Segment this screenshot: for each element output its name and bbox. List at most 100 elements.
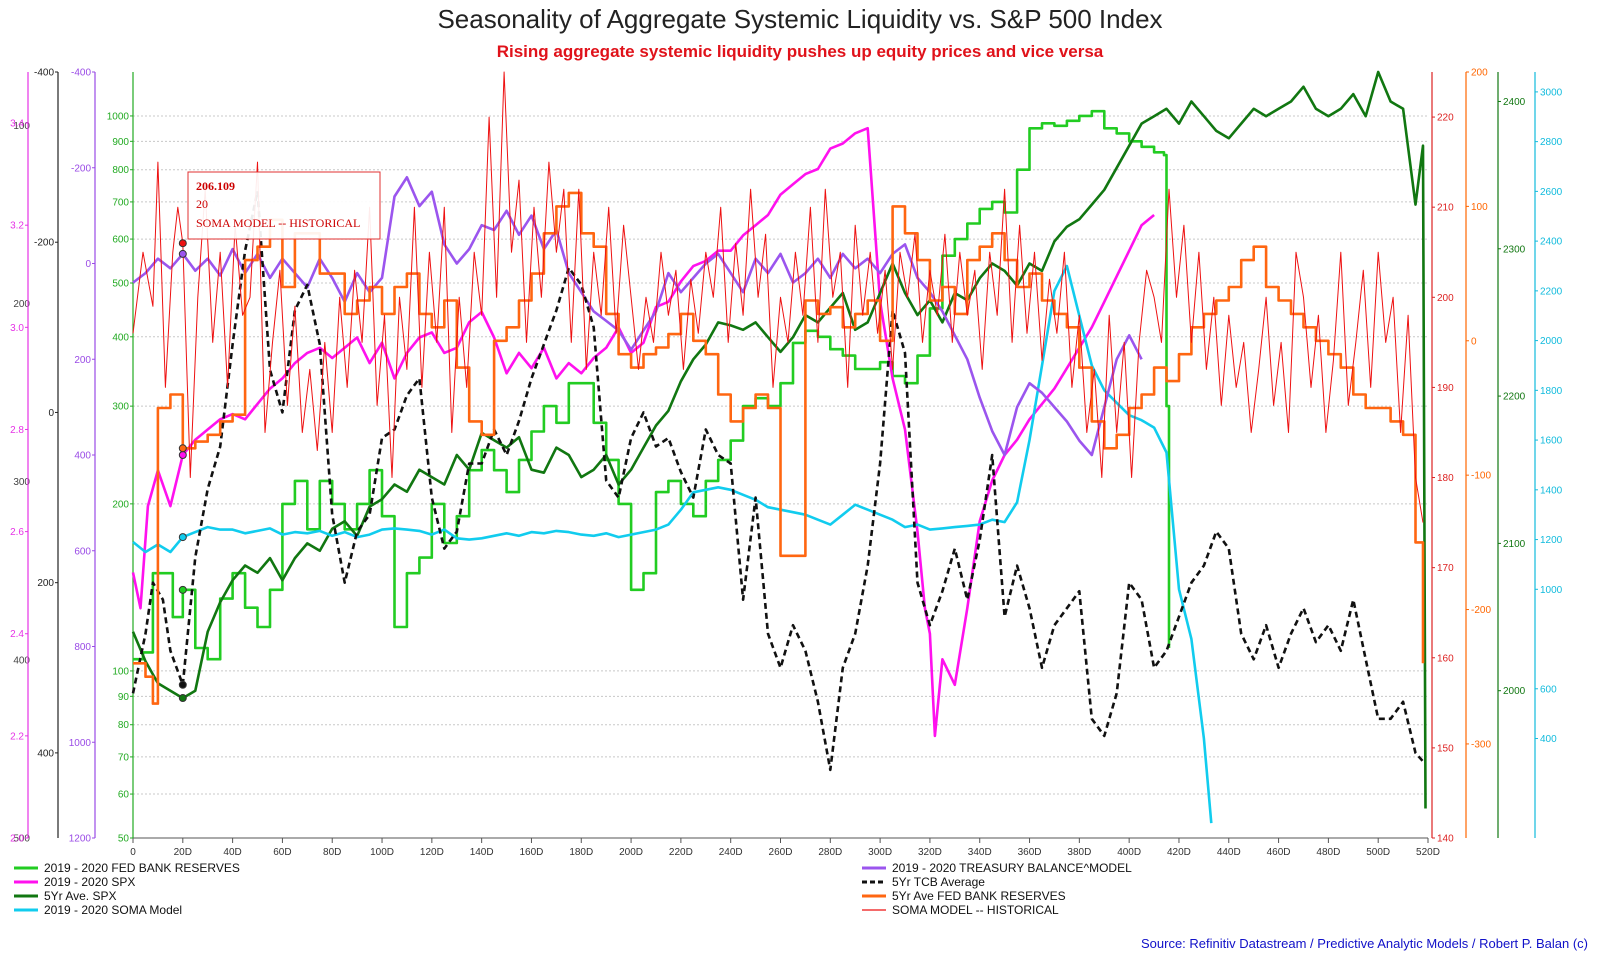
y-tick-label: 170 xyxy=(1437,563,1454,574)
y-tick-label: 140 xyxy=(1437,834,1454,845)
y-tick-label: 150 xyxy=(1437,743,1454,754)
x-tick-label: 20D xyxy=(174,847,192,858)
y-tick-label: 2300 xyxy=(1503,244,1526,255)
x-tick-label: 160D xyxy=(520,847,544,858)
x-tick-label: 240D xyxy=(719,847,743,858)
y-tick-label: 2.8 xyxy=(10,425,24,436)
y-tick-label: 500 xyxy=(112,279,129,290)
chart-subtitle: Rising aggregate systemic liquidity push… xyxy=(496,42,1104,61)
y-tick-label: 2200 xyxy=(1503,392,1526,403)
y-tick-label: 800 xyxy=(112,165,129,176)
legend-label-6: 5Yr Ave FED BANK RESERVES xyxy=(892,889,1066,903)
y-tick-label: 2100 xyxy=(1503,539,1526,550)
y-tick-label: 90 xyxy=(118,692,130,703)
y-tick-label: 220 xyxy=(1437,113,1454,124)
y-tick-label: 0 xyxy=(1471,336,1477,347)
x-tick-label: 340D xyxy=(968,847,992,858)
y-tick-label: 700 xyxy=(112,197,129,208)
series-line-4 xyxy=(132,176,1143,457)
y-tick-label: 2.2 xyxy=(10,731,24,742)
x-tick-label: 0 xyxy=(130,847,136,858)
y-tick-label: 200 xyxy=(1471,68,1488,79)
axes: 0 20D 40D 60D 80D 100D 120D 140D 160D 180D 200D 220… xyxy=(10,68,1563,859)
series-line-2 xyxy=(131,70,1427,809)
y-tick-label: 0 xyxy=(85,259,91,270)
y-tick-label: 80 xyxy=(118,720,130,731)
y-tick-label: -200 xyxy=(71,163,91,174)
y-tick-label: 600 xyxy=(112,235,129,246)
y-tick-label: 100 xyxy=(13,121,30,132)
hover-marker-3 xyxy=(178,533,187,542)
x-tick-label: 200D xyxy=(619,847,643,858)
x-tick-label: 40D xyxy=(223,847,241,858)
y-tick-label: 1200 xyxy=(1540,535,1563,546)
legend-label-7: SOMA MODEL -- HISTORICAL xyxy=(892,903,1059,917)
y-tick-label: -300 xyxy=(1471,739,1491,750)
hover-marker-2 xyxy=(178,694,187,703)
y-tick-label: -100 xyxy=(1471,471,1491,482)
y-tick-label: 100 xyxy=(1471,202,1488,213)
x-tick-label: 180D xyxy=(569,847,593,858)
y-tick-label: 60 xyxy=(118,790,130,801)
legend-label-1: 2019 - 2020 SPX xyxy=(44,875,135,889)
y-tick-label: 2400 xyxy=(1540,237,1563,248)
hover-markers xyxy=(178,239,187,703)
y-tick-label: 2.4 xyxy=(10,629,24,640)
y-tick-label: 2800 xyxy=(1540,137,1563,148)
y-tick-label: 400 xyxy=(37,748,54,759)
x-tick-label: 500D xyxy=(1366,847,1390,858)
x-tick-label: 260D xyxy=(769,847,793,858)
legend-label-3: 2019 - 2020 SOMA Model xyxy=(44,903,182,917)
x-tick-label: 460D xyxy=(1267,847,1291,858)
x-tick-label: 420D xyxy=(1167,847,1191,858)
y-tick-label: 200 xyxy=(112,499,129,510)
y-tick-label: 1200 xyxy=(69,834,92,845)
y-tick-label: 400 xyxy=(74,451,91,462)
tooltip: 206.109 20 SOMA MODEL -- HISTORICAL xyxy=(187,171,381,240)
y-tick-label: 1600 xyxy=(1540,436,1563,447)
tooltip-series: SOMA MODEL -- HISTORICAL xyxy=(196,216,360,230)
x-tick-label: 120D xyxy=(420,847,444,858)
y-tick-label: 600 xyxy=(74,546,91,557)
series-line-3 xyxy=(132,264,1213,824)
legend-label-5: 5Yr TCB Average xyxy=(892,875,985,889)
y-tick-label: 2.0 xyxy=(10,834,24,845)
series-line-0 xyxy=(133,109,1171,661)
x-tick-label: 300D xyxy=(868,847,892,858)
y-tick-label: 300 xyxy=(112,402,129,413)
y-tick-label: 400 xyxy=(1540,734,1557,745)
x-tick-label: 140D xyxy=(470,847,494,858)
y-tick-label: 3.4 xyxy=(10,119,24,130)
y-tick-label: 1000 xyxy=(69,738,92,749)
series-line-7 xyxy=(132,71,1424,523)
source-credit: Source: Refinitiv Datastream / Predictiv… xyxy=(1140,936,1588,951)
y-tick-label: 2200 xyxy=(1540,286,1563,297)
tooltip-box xyxy=(187,171,381,240)
y-tick-label: 1000 xyxy=(1540,585,1563,596)
y-tick-label: 1400 xyxy=(1540,485,1563,496)
y-tick-label: -400 xyxy=(71,68,91,79)
y-tick-label: -200 xyxy=(1471,605,1491,616)
y-tick-label: 2400 xyxy=(1503,97,1526,108)
y-tick-label: 200 xyxy=(37,578,54,589)
y-tick-label: 100 xyxy=(112,666,129,677)
series-line-1 xyxy=(131,126,1155,738)
y-tick-label: -400 xyxy=(34,68,54,79)
x-tick-label: 80D xyxy=(323,847,341,858)
y-tick-label: 50 xyxy=(118,834,130,845)
hover-marker-6 xyxy=(178,444,187,453)
y-tick-label: 180 xyxy=(1437,473,1454,484)
legend-label-2: 5Yr Ave. SPX xyxy=(44,889,117,903)
y-tick-label: 3.0 xyxy=(10,323,24,334)
x-tick-label: 380D xyxy=(1067,847,1091,858)
hover-marker-5 xyxy=(178,680,187,689)
y-tick-label: 3.2 xyxy=(10,221,24,232)
plot-area xyxy=(131,70,1427,824)
y-tick-label: 3000 xyxy=(1540,87,1563,98)
y-tick-label: 500 xyxy=(13,834,30,845)
y-tick-label: 160 xyxy=(1437,653,1454,664)
x-tick-label: 320D xyxy=(918,847,942,858)
y-tick-label: 2000 xyxy=(1540,336,1563,347)
y-tick-label: 800 xyxy=(74,642,91,653)
